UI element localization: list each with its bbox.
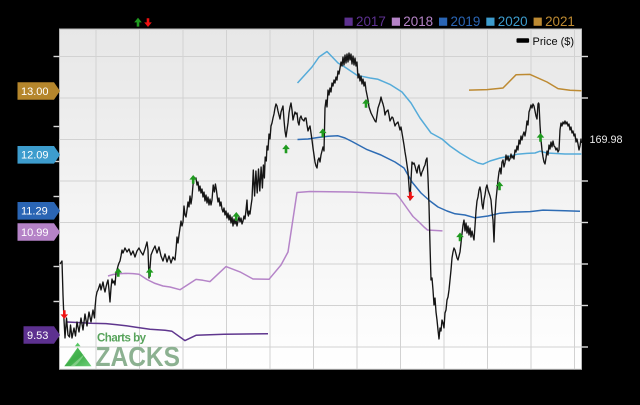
svg-text:13.00: 13.00 — [21, 86, 49, 98]
svg-text:2017: 2017 — [356, 14, 386, 29]
svg-text:11.29: 11.29 — [21, 206, 48, 218]
svg-text:9.53: 9.53 — [27, 330, 48, 342]
svg-text:2018: 2018 — [403, 14, 433, 29]
svg-text:10.99: 10.99 — [21, 227, 49, 239]
svg-text:12.09: 12.09 — [21, 150, 49, 162]
svg-text:Price ($): Price ($) — [533, 36, 575, 48]
svg-text:169.98: 169.98 — [590, 134, 623, 146]
svg-text:Charts by: Charts by — [97, 332, 147, 344]
svg-text:2020: 2020 — [498, 14, 528, 29]
svg-text:ZACKS: ZACKS — [96, 341, 181, 372]
svg-text:2021: 2021 — [545, 14, 575, 29]
svg-text:2019: 2019 — [451, 14, 481, 29]
